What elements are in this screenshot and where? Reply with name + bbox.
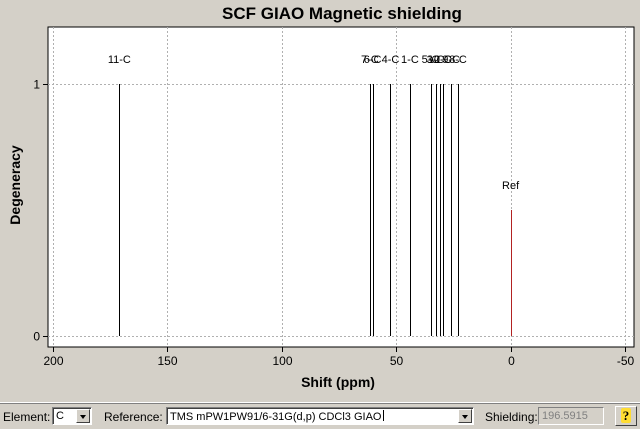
- reference-value-text: TMS mPW1PW91/6-31G(d,p) CDCl3 GIAO: [170, 411, 382, 423]
- peak-label: 5-C: [422, 54, 440, 66]
- chart-title: SCF GIAO Magnetic shielding: [222, 4, 462, 23]
- x-tick-label: 100: [272, 354, 292, 368]
- help-button[interactable]: ?: [615, 406, 637, 426]
- y-tick-label: 1: [33, 78, 40, 92]
- element-select[interactable]: C: [52, 407, 92, 425]
- peak-label: 8-C: [449, 54, 467, 66]
- chevron-down-icon[interactable]: [76, 409, 90, 423]
- element-label: Element:: [3, 410, 51, 424]
- spectrum-chart: SCF GIAO Magnetic shielding 200 150 100 50 0 -…: [7, 4, 635, 390]
- shielding-value: 196.5915: [542, 410, 588, 422]
- peak-label: 1-C: [401, 54, 419, 66]
- y-axis-label: Degeneracy: [7, 145, 23, 225]
- plot-area: [47, 26, 635, 348]
- element-select-value: C: [56, 410, 64, 422]
- peak-label: Ref: [502, 180, 520, 192]
- x-tick-label: 200: [43, 354, 63, 368]
- help-icon: ?: [621, 408, 631, 423]
- x-axis-label: Shift (ppm): [301, 374, 375, 390]
- peak-label: 9-C: [442, 54, 460, 66]
- peak-label: 11-C: [108, 54, 131, 66]
- shielding-label: Shielding:: [485, 410, 538, 424]
- peak-label: 6-C: [364, 54, 382, 66]
- peak-label: 7-C: [361, 54, 379, 66]
- shielding-field: 196.5915: [538, 407, 604, 425]
- reference-select[interactable]: TMS mPW1PW91/6-31G(d,p) CDCl3 GIAO: [166, 407, 474, 425]
- chevron-down-icon[interactable]: [458, 409, 472, 423]
- reference-select-value: TMS mPW1PW91/6-31G(d,p) CDCl3 GIAO: [170, 410, 384, 423]
- peak-label: 2-C: [434, 54, 452, 66]
- x-tick-label: 150: [157, 354, 177, 368]
- peak-label: 10-C: [428, 54, 452, 66]
- x-tick-label: 50: [390, 354, 404, 368]
- chart-area: SCF GIAO Magnetic shielding 200 150 100 50 0 -…: [7, 4, 635, 390]
- x-tick-label: -50: [617, 354, 635, 368]
- peak-label: 4-C: [382, 54, 400, 66]
- peak-label: 3-C: [427, 54, 445, 66]
- x-tick-label: 0: [508, 354, 515, 368]
- y-tick-label: 0: [33, 330, 40, 344]
- reference-label: Reference:: [104, 410, 163, 424]
- control-bar: Element: C Reference: TMS mPW1PW91/6-31G…: [0, 402, 640, 429]
